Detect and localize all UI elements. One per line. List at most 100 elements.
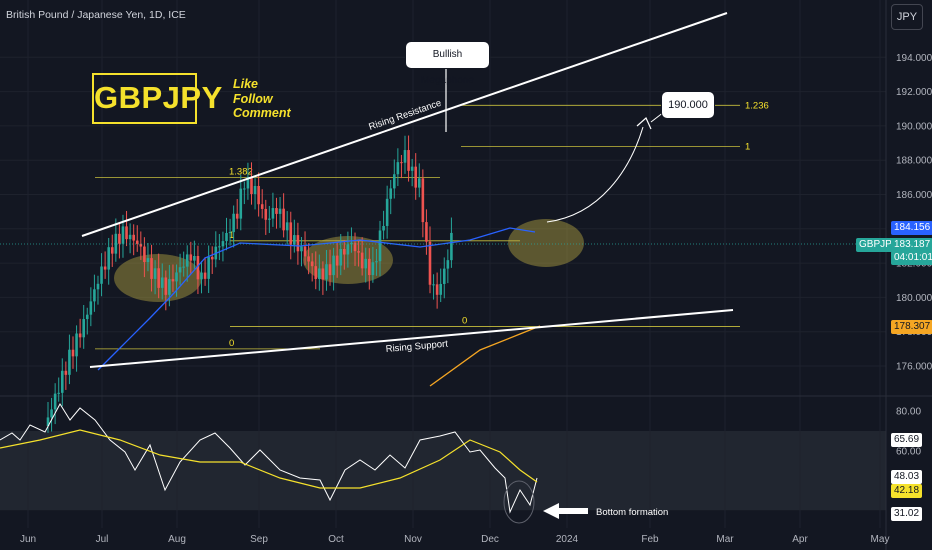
time-tick-label: Nov	[404, 534, 422, 545]
candle-body	[150, 258, 153, 279]
candle-body	[157, 268, 160, 288]
orange-ma-line	[429, 325, 541, 387]
candle-body	[103, 266, 107, 270]
candle-body	[392, 174, 396, 189]
candle-body	[307, 256, 310, 262]
candle-body	[168, 279, 171, 295]
rising-support-line	[89, 309, 734, 368]
candle-body	[218, 246, 221, 248]
candle-body	[132, 234, 135, 241]
candle-body	[271, 208, 275, 219]
time-tick-label: Jul	[96, 534, 109, 545]
candle-body	[196, 255, 200, 280]
candle-body	[75, 333, 78, 357]
price-tick-label: 186.000	[896, 190, 932, 201]
highlight-ellipse	[508, 219, 584, 267]
call-to-action: Like Follow Comment	[233, 77, 291, 121]
candle-body	[368, 258, 371, 276]
candle-body	[153, 268, 157, 279]
countdown-tag: 04:01:01	[891, 251, 932, 265]
candle-body	[350, 242, 353, 245]
rsi-tag-d: 31.02	[891, 507, 923, 521]
candle-body	[189, 254, 193, 261]
candle-body	[282, 208, 285, 231]
candle-body	[207, 256, 210, 279]
candle-body	[46, 417, 50, 427]
price-tick-label: 188.000	[896, 156, 932, 167]
currency-button[interactable]: JPY	[891, 4, 923, 30]
last-price-tag: 183.187	[891, 238, 932, 252]
fib-level-label: 1	[229, 230, 234, 241]
candle-body	[253, 185, 257, 195]
candle-body	[128, 234, 132, 240]
rsi-tag-b: 48.03	[891, 470, 923, 484]
moving-average	[0, 227, 886, 387]
candle-body	[175, 272, 178, 282]
candle-body	[60, 370, 64, 393]
price-tick-label: 176.000	[896, 362, 932, 373]
candle-body	[268, 218, 271, 220]
candle-body	[178, 267, 182, 273]
rsi-tag-a: 65.69	[891, 433, 923, 447]
candle-body	[310, 261, 314, 267]
candle-body	[250, 176, 253, 195]
time-tick-label: 2024	[556, 534, 579, 545]
candle-body	[121, 226, 125, 244]
time-tick-label: May	[871, 534, 890, 545]
candle-body	[264, 208, 268, 220]
ma-price-tag: 184.156	[891, 221, 932, 235]
candle-body	[89, 301, 93, 315]
price-tick-label: 194.000	[896, 53, 932, 64]
cta-comment: Comment	[233, 106, 291, 120]
fib-level-label: 1.382	[229, 166, 253, 177]
time-tick-label: Jun	[20, 534, 36, 545]
candle-body	[407, 150, 410, 171]
time-tick-label: Feb	[641, 534, 659, 545]
candle-body	[332, 255, 335, 276]
candle-body	[96, 283, 100, 290]
candle-body	[64, 370, 68, 375]
candle-body	[182, 266, 185, 268]
candle-body	[417, 178, 421, 188]
rsi-line	[0, 403, 538, 514]
candle-body	[339, 248, 343, 266]
candle-body	[110, 247, 114, 254]
fib-level-label: 1.236	[745, 100, 769, 111]
candle-body	[378, 230, 382, 262]
candle-body	[403, 150, 407, 163]
ma-line	[97, 227, 536, 371]
candle-body	[289, 222, 293, 245]
candle-body	[257, 185, 260, 205]
rsi-tag-c: 42.18	[891, 484, 923, 498]
candle-body	[135, 240, 139, 244]
candle-body	[139, 243, 143, 247]
rsi-indicator	[0, 403, 538, 524]
time-tick-label: Oct	[328, 534, 344, 545]
candle-body	[414, 166, 418, 188]
candle-body	[107, 247, 110, 270]
candle-body	[389, 188, 393, 199]
candle-body	[428, 241, 432, 285]
candle-body	[400, 162, 403, 164]
candle-body	[78, 333, 82, 338]
time-tick-label: Sep	[250, 534, 268, 545]
candle-body	[164, 277, 168, 295]
candle-body	[303, 246, 307, 257]
candle-body	[239, 188, 243, 219]
candle-body	[160, 277, 164, 288]
candle-body	[321, 268, 325, 280]
candle-body	[285, 222, 289, 231]
candle-body	[425, 222, 428, 242]
gbpjpy-logo: GBPJPY	[92, 73, 222, 124]
rsi-ma-line	[0, 429, 538, 489]
fib-level-label: 1	[745, 141, 750, 152]
candle-body	[50, 409, 53, 418]
candle-body	[421, 178, 425, 223]
candle-body	[171, 279, 175, 282]
candle-body	[57, 392, 61, 394]
projection-curve	[546, 126, 644, 223]
candle-body	[114, 233, 118, 254]
candle-body	[360, 252, 364, 269]
candle-body	[85, 314, 89, 320]
